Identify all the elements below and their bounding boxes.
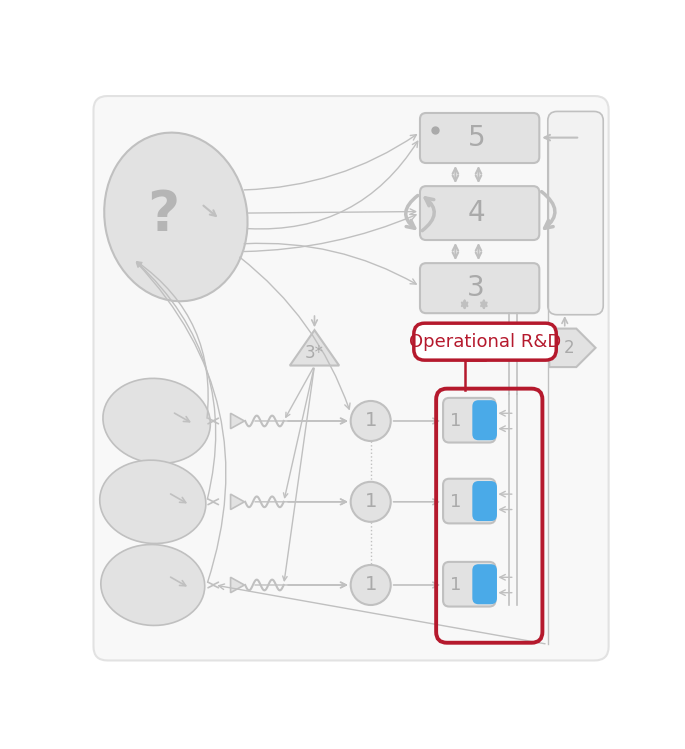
Text: Operational R&D: Operational R&D	[408, 333, 561, 351]
FancyBboxPatch shape	[420, 113, 539, 163]
FancyArrowPatch shape	[422, 198, 434, 231]
FancyArrowPatch shape	[286, 368, 313, 417]
Polygon shape	[231, 413, 245, 428]
Text: 2: 2	[563, 339, 574, 357]
Circle shape	[351, 401, 390, 441]
Polygon shape	[231, 577, 245, 592]
Text: 3*: 3*	[305, 345, 324, 363]
Ellipse shape	[103, 378, 210, 464]
FancyArrowPatch shape	[283, 369, 314, 580]
Text: 5: 5	[467, 124, 485, 151]
FancyArrowPatch shape	[248, 209, 416, 214]
Text: 1: 1	[364, 575, 377, 595]
Circle shape	[351, 565, 390, 605]
FancyArrowPatch shape	[137, 261, 208, 418]
FancyArrowPatch shape	[284, 369, 314, 497]
Circle shape	[351, 482, 390, 522]
FancyBboxPatch shape	[473, 564, 497, 604]
FancyArrowPatch shape	[240, 257, 350, 409]
FancyArrowPatch shape	[136, 262, 226, 583]
Text: 1: 1	[364, 492, 377, 512]
Text: 1: 1	[364, 411, 377, 431]
FancyArrowPatch shape	[406, 195, 418, 228]
FancyBboxPatch shape	[548, 112, 603, 315]
FancyBboxPatch shape	[414, 323, 556, 360]
Ellipse shape	[104, 133, 247, 301]
FancyArrowPatch shape	[248, 142, 418, 229]
FancyBboxPatch shape	[443, 398, 495, 443]
FancyBboxPatch shape	[443, 562, 495, 607]
FancyArrowPatch shape	[244, 135, 416, 190]
Text: ?: ?	[147, 187, 179, 242]
FancyBboxPatch shape	[420, 187, 539, 240]
FancyBboxPatch shape	[443, 479, 495, 524]
FancyBboxPatch shape	[93, 96, 609, 661]
Text: 1: 1	[450, 412, 461, 430]
Polygon shape	[290, 330, 339, 366]
FancyArrowPatch shape	[244, 214, 416, 252]
Polygon shape	[231, 494, 245, 509]
Text: 3: 3	[467, 274, 485, 302]
FancyBboxPatch shape	[473, 400, 497, 440]
FancyArrowPatch shape	[542, 192, 555, 228]
FancyBboxPatch shape	[473, 481, 497, 521]
Polygon shape	[549, 329, 595, 367]
Ellipse shape	[101, 545, 205, 625]
Ellipse shape	[100, 460, 206, 544]
Text: 1: 1	[450, 493, 461, 511]
FancyArrowPatch shape	[137, 262, 216, 499]
FancyBboxPatch shape	[420, 263, 539, 313]
Text: 4: 4	[467, 199, 485, 227]
Text: 1: 1	[450, 576, 461, 594]
FancyArrowPatch shape	[244, 243, 416, 284]
